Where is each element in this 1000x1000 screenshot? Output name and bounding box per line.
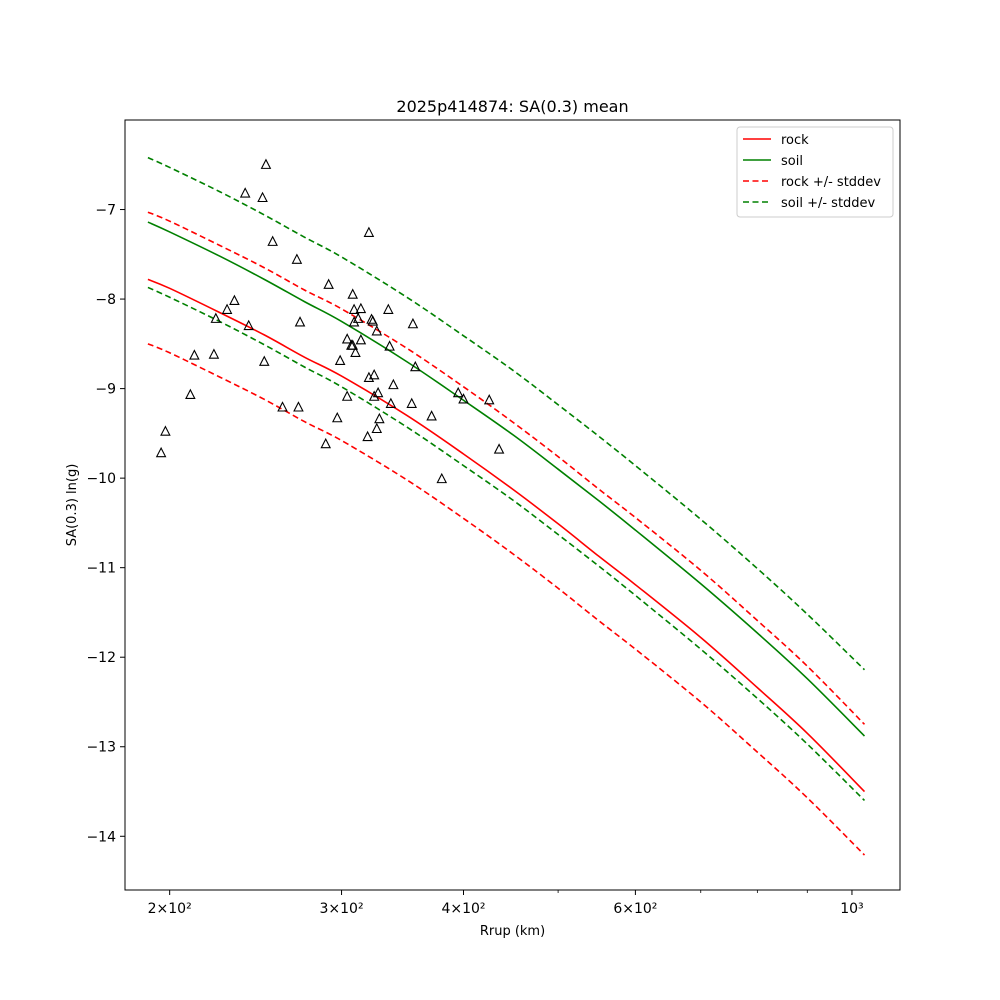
y-tick-label: −12	[86, 650, 116, 666]
observation-point	[189, 349, 200, 360]
observation-point	[388, 378, 399, 390]
observation-point	[185, 388, 196, 400]
observation-point	[350, 346, 361, 357]
observation-point	[352, 312, 364, 323]
observation-point	[229, 294, 240, 306]
observation-point	[293, 401, 304, 412]
observation-point	[348, 303, 360, 314]
observation-point	[267, 235, 278, 246]
observation-point	[407, 317, 419, 329]
observation-point	[355, 334, 367, 345]
observation-point	[436, 472, 448, 484]
legend-label: soil	[781, 154, 803, 169]
series-line-0	[147, 278, 866, 793]
observation-point	[368, 390, 380, 401]
observation-point	[341, 390, 353, 401]
observation-point	[426, 410, 437, 421]
observation-point	[320, 437, 332, 449]
observation-point	[334, 354, 346, 366]
observation-point	[291, 253, 303, 264]
observation-point	[374, 412, 385, 424]
y-tick-label: −8	[95, 292, 116, 308]
observation-point	[483, 394, 495, 405]
legend-label: rock +/- stddev	[781, 175, 881, 190]
x-tick-label: 4×10²	[441, 901, 485, 917]
x-tick-label: 3×10²	[320, 901, 364, 917]
observation-point	[355, 302, 367, 314]
series-line-1	[147, 221, 866, 737]
observation-point	[243, 319, 255, 331]
observation-point	[347, 339, 359, 350]
observation-point	[367, 315, 379, 326]
legend-label: soil +/- stddev	[781, 196, 876, 211]
observation-point	[160, 425, 171, 436]
y-axis: −7 −8 −9 −10 −11 −12 −13 −14	[86, 203, 125, 845]
y-tick-label: −11	[86, 561, 116, 577]
observation-point	[410, 360, 421, 372]
observation-point	[385, 397, 397, 408]
observation-point	[258, 355, 270, 366]
observation-point	[239, 187, 251, 198]
observation-point	[208, 348, 220, 359]
observation-point	[493, 443, 505, 454]
observation-point	[294, 316, 306, 327]
observation-point	[221, 303, 233, 314]
series-line-3	[147, 343, 866, 856]
observation-point	[257, 191, 268, 203]
observation-point	[458, 393, 469, 404]
observation-point	[368, 368, 380, 380]
legend-box	[736, 126, 894, 218]
observation-point	[452, 386, 464, 398]
observation-point	[260, 158, 272, 169]
x-tick-label: 10³	[840, 901, 863, 917]
y-tick-label: −9	[95, 382, 116, 398]
observation-point	[363, 226, 375, 237]
y-tick-label: −14	[86, 829, 116, 845]
observation-point	[372, 386, 384, 398]
observation-point	[383, 303, 394, 314]
observation-point	[362, 430, 373, 442]
x-tick-label: 6×10²	[613, 901, 657, 917]
observation-point	[323, 278, 334, 289]
observation-point	[341, 333, 353, 344]
observation-point	[384, 340, 395, 351]
observation-point	[371, 325, 383, 336]
legend-label: rock	[781, 133, 809, 148]
y-tick-label: −13	[86, 740, 116, 756]
observation-point	[406, 397, 418, 408]
x-axis-label: Rrup (km)	[480, 924, 545, 939]
series-line-4	[147, 156, 866, 671]
y-axis-label: SA(0.3) ln(g)	[65, 464, 80, 547]
x-axis: 2×10² 3×10² 4×10² 6×10² 10³	[148, 890, 864, 917]
y-tick-label: −7	[95, 203, 116, 219]
chart-title: 2025p414874: SA(0.3) mean	[396, 97, 628, 116]
observation-point	[371, 422, 383, 434]
observation-point	[347, 288, 359, 299]
observation-point	[210, 312, 222, 323]
x-tick-label: 2×10²	[148, 901, 192, 917]
plot-frame	[124, 119, 901, 891]
observation-point	[331, 411, 343, 423]
y-tick-label: −10	[86, 471, 116, 487]
observation-point	[155, 446, 167, 458]
series-line-5	[147, 286, 866, 802]
observation-point	[277, 401, 288, 412]
observation-point	[348, 316, 360, 327]
series-line-2	[147, 211, 866, 725]
legend: rock soil rock +/- stddev soil +/- stddev	[736, 126, 894, 218]
